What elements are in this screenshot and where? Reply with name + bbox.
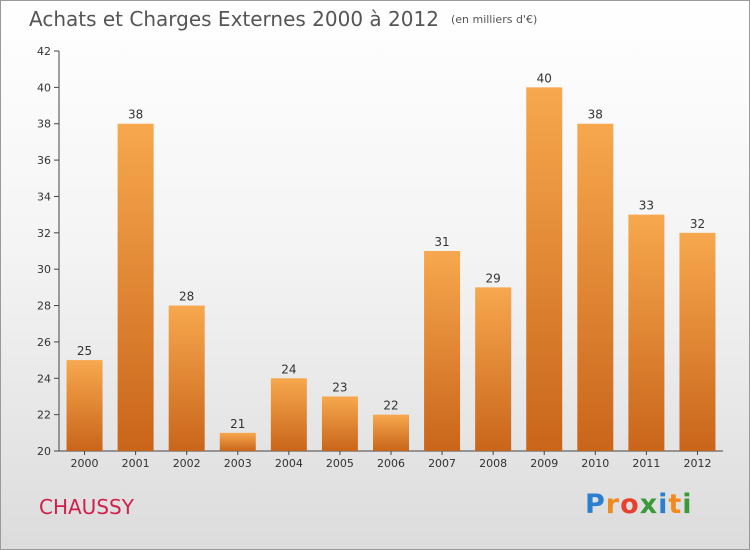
x-tick-label: 2009 xyxy=(530,457,558,470)
data-label-2004: 24 xyxy=(281,362,296,376)
data-label-2012: 32 xyxy=(690,217,705,231)
x-tick-label: 2006 xyxy=(377,457,405,470)
y-tick-label: 20 xyxy=(37,445,51,458)
bar-2006 xyxy=(373,414,409,451)
bar-2007 xyxy=(424,251,461,451)
y-tick-label: 22 xyxy=(37,409,51,422)
y-tick-label: 26 xyxy=(37,336,51,349)
place-name: CHAUSSY xyxy=(39,495,134,519)
x-tick-label: 2011 xyxy=(632,457,660,470)
x-axis: 2000 2001 2002 2003 2004 2005 2006 2007 2008 2009… xyxy=(59,450,723,470)
logo-letter: o xyxy=(620,489,640,520)
logo-letter: r xyxy=(605,489,621,520)
data-label-2006: 22 xyxy=(383,399,398,413)
data-label-2009: 40 xyxy=(537,71,552,85)
x-tick-label: 2004 xyxy=(275,457,303,470)
bar-2000 xyxy=(66,360,103,451)
chart-unit: (en milliers d'€) xyxy=(450,13,538,26)
x-tick-label: 2012 xyxy=(683,457,711,470)
data-label-2008: 29 xyxy=(486,271,501,285)
bar-2012 xyxy=(679,232,716,451)
data-label-2010: 38 xyxy=(588,108,603,122)
data-label-2007: 31 xyxy=(434,235,449,249)
y-tick-label: 42 xyxy=(37,45,51,58)
x-tick-label: 2000 xyxy=(71,457,99,470)
bar-2009 xyxy=(526,87,563,451)
bar-2005 xyxy=(321,396,358,451)
x-tick-label: 2003 xyxy=(224,457,252,470)
data-label-2002: 28 xyxy=(179,290,194,304)
chart-title: Achats et Charges Externes 2000 à 2012 (e… xyxy=(29,7,537,31)
y-tick-label: 38 xyxy=(37,118,51,131)
logo-letter: t xyxy=(668,489,683,520)
bar-2002 xyxy=(168,305,205,451)
y-tick-label: 36 xyxy=(37,154,51,167)
y-tick-label: 32 xyxy=(37,227,51,240)
logo-letter: i xyxy=(658,489,669,520)
data-label-2011: 33 xyxy=(639,199,654,213)
data-label-2003: 21 xyxy=(230,417,245,431)
y-tick-label: 30 xyxy=(37,263,51,276)
x-tick-label: 2005 xyxy=(326,457,354,470)
logo-letter: P xyxy=(585,489,606,520)
bar-2001 xyxy=(117,123,154,452)
bar-2004 xyxy=(270,378,307,451)
bar-2008 xyxy=(475,287,512,451)
bar-2010 xyxy=(577,123,614,452)
bars: 25 38 28 21 24 23 22 31 29 40 38 33 32 xyxy=(66,71,716,452)
y-tick-label: 40 xyxy=(37,81,51,94)
x-tick-label: 2001 xyxy=(122,457,150,470)
y-tick-label: 34 xyxy=(37,190,51,203)
x-tick-label: 2007 xyxy=(428,457,456,470)
data-label-2000: 25 xyxy=(77,344,92,358)
bar-2011 xyxy=(628,214,665,451)
bar-2003 xyxy=(219,432,256,451)
x-tick-label: 2002 xyxy=(173,457,201,470)
y-tick-label: 28 xyxy=(37,300,51,313)
data-label-2001: 38 xyxy=(128,108,143,122)
x-tick-label: 2010 xyxy=(581,457,609,470)
x-tick-label: 2008 xyxy=(479,457,507,470)
y-tick-label: 24 xyxy=(37,372,51,385)
y-axis: 20 22 24 26 28 30 32 34 36 38 40 42 xyxy=(37,45,60,458)
proxiti-logo: Proxiti xyxy=(585,489,693,520)
data-label-2005: 23 xyxy=(332,380,347,394)
chart-title-text: Achats et Charges Externes 2000 à 2012 xyxy=(29,7,439,31)
logo-letter: x xyxy=(639,489,659,520)
logo-letter: i xyxy=(682,489,693,520)
